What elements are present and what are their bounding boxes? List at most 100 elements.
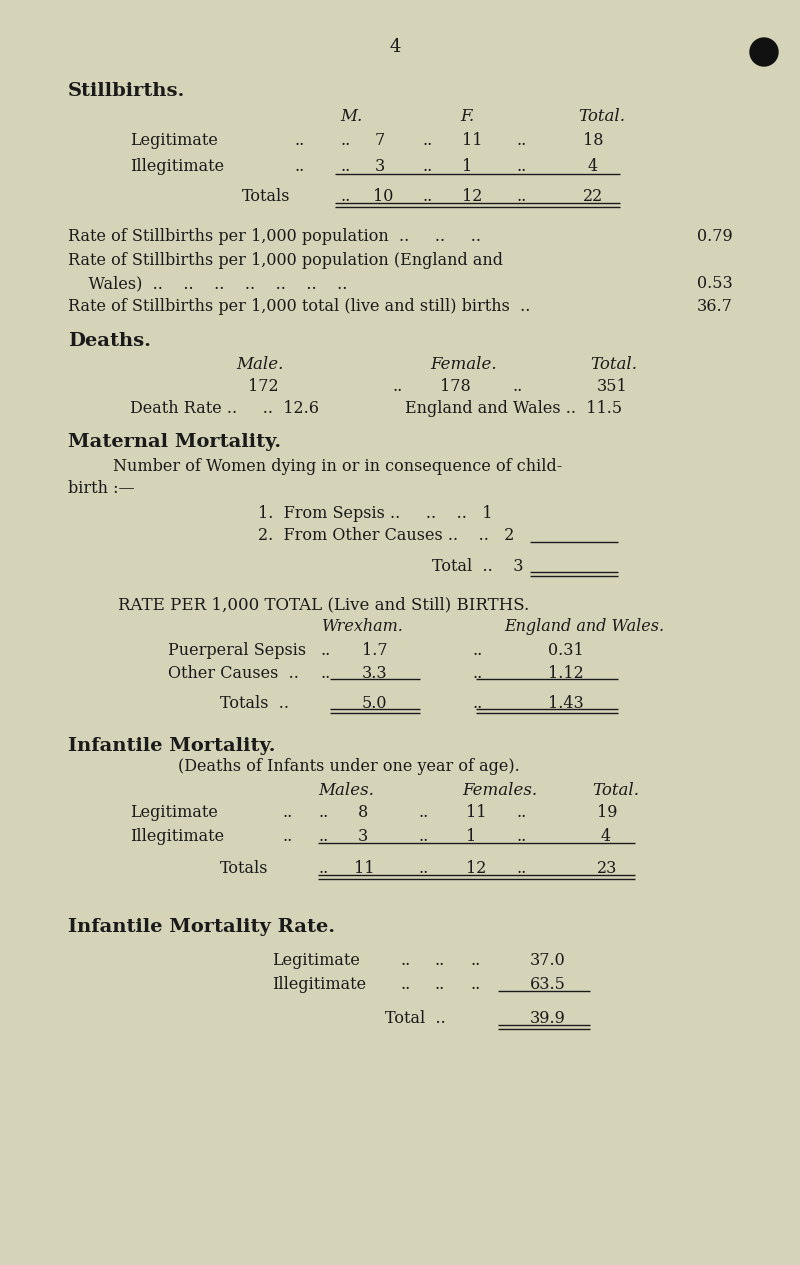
Text: ..: .. xyxy=(422,158,432,175)
Text: Rate of Stillbirths per 1,000 population (England and: Rate of Stillbirths per 1,000 population… xyxy=(68,252,503,269)
Text: ..: .. xyxy=(472,643,482,659)
Text: ..: .. xyxy=(470,977,480,993)
Text: ..: .. xyxy=(320,643,330,659)
Text: Total  ..: Total .. xyxy=(385,1009,446,1027)
Text: ..: .. xyxy=(318,829,328,845)
Text: ..: .. xyxy=(513,378,523,395)
Text: ..: .. xyxy=(422,132,432,149)
Text: Number of Women dying in or in consequence of child-: Number of Women dying in or in consequen… xyxy=(113,458,562,474)
Text: 2.  From Other Causes ..    ..   2: 2. From Other Causes .. .. 2 xyxy=(258,528,514,544)
Text: 22: 22 xyxy=(583,188,603,205)
Text: ..: .. xyxy=(516,860,526,877)
Text: ..: .. xyxy=(516,188,526,205)
Text: ..: .. xyxy=(393,378,403,395)
Text: 11: 11 xyxy=(466,805,486,821)
Text: Infantile Mortality Rate.: Infantile Mortality Rate. xyxy=(68,918,335,936)
Text: 63.5: 63.5 xyxy=(530,977,566,993)
Text: 1: 1 xyxy=(466,829,476,845)
Text: Total.: Total. xyxy=(590,355,637,373)
Text: 1.  From Sepsis ..     ..    ..   1: 1. From Sepsis .. .. .. 1 xyxy=(258,505,493,522)
Text: 36.7: 36.7 xyxy=(697,299,733,315)
Circle shape xyxy=(750,38,778,66)
Text: 11: 11 xyxy=(462,132,482,149)
Text: birth :—: birth :— xyxy=(68,479,134,497)
Text: ..: .. xyxy=(516,829,526,845)
Text: M.: M. xyxy=(340,108,362,125)
Text: ..: .. xyxy=(295,158,306,175)
Text: ..: .. xyxy=(340,158,350,175)
Text: Legitimate: Legitimate xyxy=(272,953,360,969)
Text: 1.7: 1.7 xyxy=(362,643,388,659)
Text: 0.79: 0.79 xyxy=(697,228,733,245)
Text: RATE PER 1,000 TOTAL (Live and Still) BIRTHS.: RATE PER 1,000 TOTAL (Live and Still) BI… xyxy=(118,596,530,614)
Text: ..: .. xyxy=(340,188,350,205)
Text: England and Wales ..  11.5: England and Wales .. 11.5 xyxy=(405,400,622,417)
Text: 178: 178 xyxy=(440,378,470,395)
Text: ..: .. xyxy=(400,977,410,993)
Text: F.: F. xyxy=(460,108,474,125)
Text: ..: .. xyxy=(320,665,330,682)
Text: ..: .. xyxy=(472,694,482,712)
Text: Legitimate: Legitimate xyxy=(130,805,218,821)
Text: ..: .. xyxy=(434,977,444,993)
Text: Infantile Mortality.: Infantile Mortality. xyxy=(68,737,275,755)
Text: Other Causes  ..: Other Causes .. xyxy=(168,665,299,682)
Text: Legitimate: Legitimate xyxy=(130,132,218,149)
Text: (Deaths of Infants under one year of age).: (Deaths of Infants under one year of age… xyxy=(178,758,520,775)
Text: Illegitimate: Illegitimate xyxy=(130,829,224,845)
Text: 3: 3 xyxy=(358,829,368,845)
Text: England and Wales.: England and Wales. xyxy=(504,619,664,635)
Text: Totals  ..: Totals .. xyxy=(220,694,289,712)
Text: 4: 4 xyxy=(390,38,401,56)
Text: ..: .. xyxy=(340,132,350,149)
Text: 1.12: 1.12 xyxy=(548,665,584,682)
Text: Illegitimate: Illegitimate xyxy=(130,158,224,175)
Text: Males.: Males. xyxy=(318,782,374,799)
Text: ..: .. xyxy=(318,860,328,877)
Text: Totals: Totals xyxy=(220,860,269,877)
Text: 5.0: 5.0 xyxy=(362,694,387,712)
Text: 4: 4 xyxy=(601,829,611,845)
Text: Rate of Stillbirths per 1,000 population  ..     ..     ..: Rate of Stillbirths per 1,000 population… xyxy=(68,228,481,245)
Text: Wales)  ..    ..    ..    ..    ..    ..    ..: Wales) .. .. .. .. .. .. .. xyxy=(68,275,347,292)
Text: Maternal Mortality.: Maternal Mortality. xyxy=(68,433,281,452)
Text: 3.3: 3.3 xyxy=(362,665,388,682)
Text: Totals: Totals xyxy=(242,188,290,205)
Text: 12: 12 xyxy=(462,188,482,205)
Text: Male.: Male. xyxy=(236,355,283,373)
Text: Total.: Total. xyxy=(578,108,625,125)
Text: Rate of Stillbirths per 1,000 total (live and still) births  ..: Rate of Stillbirths per 1,000 total (liv… xyxy=(68,299,530,315)
Text: ..: .. xyxy=(516,132,526,149)
Text: ..: .. xyxy=(472,665,482,682)
Text: 4: 4 xyxy=(588,158,598,175)
Text: ..: .. xyxy=(516,805,526,821)
Text: ..: .. xyxy=(400,953,410,969)
Text: ..: .. xyxy=(418,829,428,845)
Text: 172: 172 xyxy=(248,378,278,395)
Text: 23: 23 xyxy=(597,860,618,877)
Text: ..: .. xyxy=(470,953,480,969)
Text: ..: .. xyxy=(282,805,292,821)
Text: Total  ..    3: Total .. 3 xyxy=(432,558,523,576)
Text: 3: 3 xyxy=(375,158,386,175)
Text: 37.0: 37.0 xyxy=(530,953,566,969)
Text: 0.31: 0.31 xyxy=(548,643,584,659)
Text: ..: .. xyxy=(282,829,292,845)
Text: ..: .. xyxy=(418,860,428,877)
Text: 1: 1 xyxy=(462,158,472,175)
Text: 11: 11 xyxy=(354,860,374,877)
Text: 10: 10 xyxy=(373,188,394,205)
Text: 39.9: 39.9 xyxy=(530,1009,566,1027)
Text: 18: 18 xyxy=(583,132,603,149)
Text: 351: 351 xyxy=(597,378,628,395)
Text: ..: .. xyxy=(295,132,306,149)
Text: ..: .. xyxy=(422,188,432,205)
Text: Wrexham.: Wrexham. xyxy=(322,619,404,635)
Text: Stillbirths.: Stillbirths. xyxy=(68,82,186,100)
Text: Puerperal Sepsis: Puerperal Sepsis xyxy=(168,643,306,659)
Text: ..: .. xyxy=(418,805,428,821)
Text: 12: 12 xyxy=(466,860,486,877)
Text: Total.: Total. xyxy=(592,782,639,799)
Text: Deaths.: Deaths. xyxy=(68,331,151,350)
Text: 19: 19 xyxy=(597,805,618,821)
